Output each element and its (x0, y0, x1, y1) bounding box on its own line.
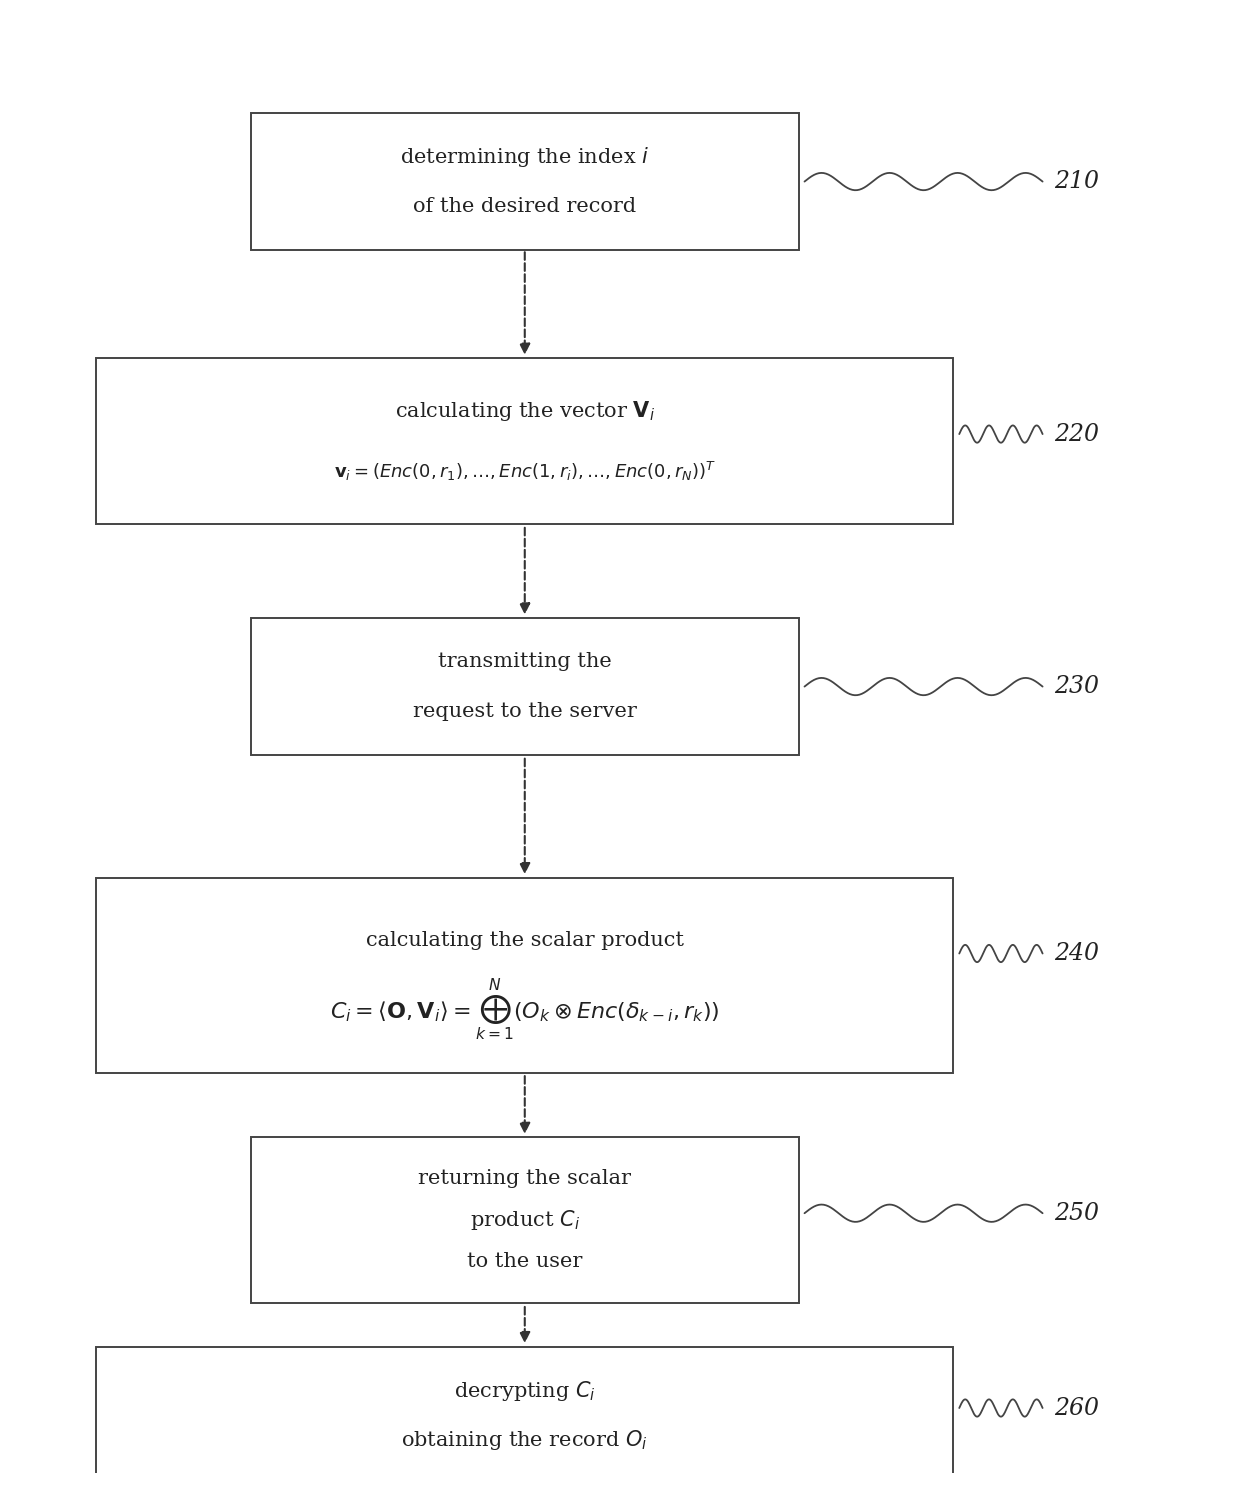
Text: 220: 220 (1054, 422, 1100, 445)
FancyBboxPatch shape (97, 878, 954, 1073)
FancyBboxPatch shape (250, 1138, 799, 1303)
Text: 260: 260 (1054, 1396, 1100, 1419)
Text: product $C_i$: product $C_i$ (470, 1208, 580, 1232)
Text: request to the server: request to the server (413, 702, 636, 721)
Text: 240: 240 (1054, 942, 1100, 965)
FancyBboxPatch shape (97, 1347, 954, 1483)
Text: to the user: to the user (467, 1252, 583, 1272)
Text: determining the index $i$: determining the index $i$ (401, 144, 650, 168)
Text: 250: 250 (1054, 1202, 1100, 1225)
FancyBboxPatch shape (250, 618, 799, 755)
Text: $C_i = \langle \mathbf{O}, \mathbf{V}_i \rangle = \bigoplus_{k=1}^{N} \left( O_k: $C_i = \langle \mathbf{O}, \mathbf{V}_i … (330, 977, 719, 1043)
Text: $\mathbf{v}_i = \left(Enc(0,r_1),\ldots,Enc(1,r_i),\ldots,Enc(0,r_N)\right)^T$: $\mathbf{v}_i = \left(Enc(0,r_1),\ldots,… (334, 460, 715, 482)
Text: of the desired record: of the desired record (413, 197, 636, 216)
FancyBboxPatch shape (250, 113, 799, 249)
Text: transmitting the: transmitting the (438, 652, 611, 672)
Text: calculating the vector $\mathbf{V}_i$: calculating the vector $\mathbf{V}_i$ (394, 400, 655, 424)
Text: decrypting $C_i$: decrypting $C_i$ (454, 1378, 595, 1402)
FancyBboxPatch shape (97, 358, 954, 525)
Text: returning the scalar: returning the scalar (418, 1169, 631, 1189)
Text: obtaining the record $O_i$: obtaining the record $O_i$ (402, 1428, 649, 1452)
Text: calculating the scalar product: calculating the scalar product (366, 930, 683, 950)
Text: 230: 230 (1054, 675, 1100, 697)
Text: 210: 210 (1054, 170, 1100, 192)
